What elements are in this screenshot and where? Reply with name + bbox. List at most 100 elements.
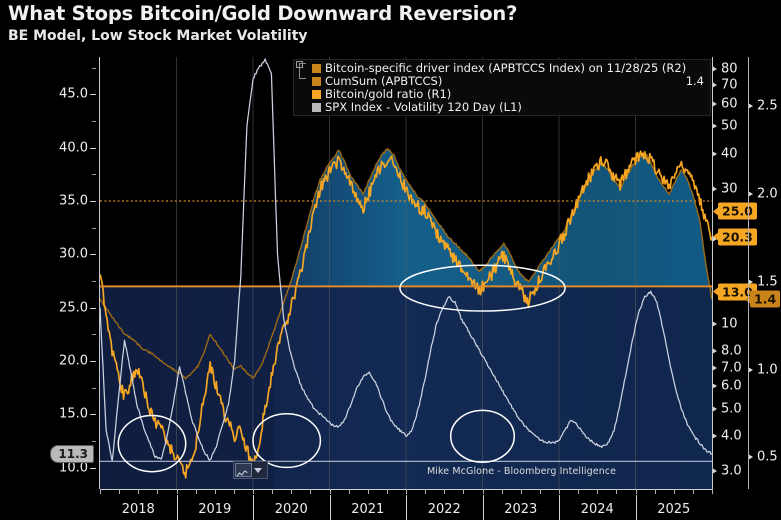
axis-bottom-tick [712, 489, 713, 494]
axis-bottom-tick [272, 489, 274, 494]
axis-r1-tick-arrow [712, 82, 717, 89]
axis-left-tick-label: 25.0 [59, 300, 88, 316]
axis-r2-tick-arrow [748, 190, 753, 197]
legend-group-bracket-icon [299, 63, 306, 79]
legend-swatch-cumsum [312, 77, 321, 86]
legend-label: Bitcoin/gold ratio (R1) [325, 87, 452, 101]
axis-left-tick-mark [90, 201, 96, 202]
chart-legend[interactable]: Bitcoin-specific driver index (APBTCCS I… [293, 59, 711, 116]
axis-bottom-tick [578, 489, 580, 494]
axis-bottom-year-label: 2018 [121, 502, 155, 517]
axis-r1-tick-label: 7.0 [721, 360, 742, 375]
axis-r2-tick-arrow [748, 366, 753, 373]
page-title: What Stops Bitcoin/Gold Downward Reversi… [8, 2, 518, 25]
axis-left-tick-label: 45.0 [59, 86, 88, 102]
annotation-ellipse-vol-low-2019 [252, 413, 322, 469]
axis-bottom-separator [176, 495, 178, 520]
axis-left-tick-mark [90, 307, 96, 309]
axis-r1-tick-arrow [712, 348, 717, 355]
axis-bottom-tick [348, 489, 350, 494]
legend-row[interactable]: CumSum (APBTCCS) 1.4 [298, 74, 706, 88]
chevron-down-icon[interactable] [254, 467, 262, 473]
axis-left-minor-tick [92, 174, 96, 176]
axis-bottom-tick [501, 489, 503, 494]
axis-bottom[interactable]: 2018 2019 2020 2021 2022 2023 2024 2025 [100, 489, 713, 520]
legend-value: 1.4 [685, 74, 704, 88]
axis-bottom-separator [635, 495, 637, 520]
axis-r1-tick-arrow [712, 468, 717, 475]
axis-bottom-tick [386, 489, 388, 494]
legend-row[interactable]: Bitcoin/gold ratio (R1) [298, 87, 706, 101]
axis-r1-tick-arrow [712, 405, 717, 412]
axis-r1-tick-arrow [712, 383, 717, 390]
axis-bottom-tick [195, 489, 197, 494]
axis-r2-tick-arrow [748, 103, 753, 110]
axis-bottom-tick [329, 489, 331, 494]
axis-bottom-tick [425, 489, 427, 494]
axis-r1-tick-arrow [712, 100, 717, 107]
axis-left-tick-label: 20.0 [59, 353, 88, 369]
legend-label: Bitcoin-specific driver index (APBTCCS I… [325, 61, 687, 75]
axis-bottom-tick [157, 489, 159, 494]
axis-bottom-tick [539, 489, 541, 494]
annotation-ellipse-vol-low-2018 [117, 414, 187, 473]
axis-left-tick-mark [90, 467, 96, 469]
legend-label: SPX Index - Volatility 120 Day (L1) [325, 100, 522, 114]
axis-r1-tick-label: 50 [721, 118, 738, 134]
axis-bottom-tick [635, 489, 637, 494]
axis-left-current-value-badge: 11.3 [50, 444, 94, 463]
axis-left-tick-label: 10.0 [59, 460, 88, 476]
axis-bottom-separator [559, 495, 560, 520]
axis-r1-tick-label: 3.0 [721, 463, 742, 479]
axis-left-tick-label: 15.0 [59, 406, 88, 422]
axis-r2-tick-label: 2.5 [757, 98, 778, 114]
axis-r1-tick-label: 30 [721, 181, 738, 197]
axis-r2-tick-label: 2.0 [757, 186, 778, 202]
axis-bottom-tick [559, 489, 560, 494]
axis-r1-spine [712, 57, 713, 489]
axis-bottom-tick [692, 489, 694, 494]
axis-r1-tick-label: 4.0 [721, 428, 742, 444]
axis-bottom-tick [463, 489, 465, 494]
axis-left[interactable]: 45.0 40.0 35.0 30.0 25.0 20.0 15.0 10.0 11.3 [0, 57, 100, 489]
axis-bottom-year-label: 2020 [274, 502, 308, 517]
axis-r1-tick-label: 8.0 [721, 343, 742, 359]
axis-r2-tick-arrow [748, 454, 753, 461]
axis-left-tick-mark [90, 361, 96, 362]
axis-bottom-tick [100, 489, 101, 494]
chart-type-selector[interactable] [233, 461, 268, 479]
axis-r1-tick-arrow [712, 65, 717, 72]
axis-bottom-tick [597, 489, 599, 494]
axis-r1-value-badge: 20.3 [713, 228, 757, 246]
axis-r1-tick-arrow [712, 123, 717, 130]
axis-r1-tick-label: 5.0 [721, 401, 742, 417]
axis-left-tick-label: 35.0 [59, 193, 88, 209]
axis-r1-value-badge: 25.0 [713, 202, 757, 220]
axis-r2-tick-arrow [748, 278, 753, 285]
axis-bottom-year-label: 2025 [657, 502, 691, 517]
axis-bottom-tick [138, 489, 140, 494]
line-chart-icon [235, 463, 252, 477]
plot-canvas [100, 57, 712, 489]
axis-right-2[interactable]: 2.5 2.0 1.5 1.0 0.5 1.4 [745, 57, 781, 489]
axis-right-1[interactable]: 80706050403020108.07.06.05.04.03.025.020… [712, 57, 757, 489]
legend-row[interactable]: Bitcoin-specific driver index (APBTCCS I… [298, 61, 706, 75]
attribution-text: Mike McGlone - Bloomberg Intelligence [427, 466, 617, 477]
axis-r1-tick-label: 40 [721, 146, 738, 162]
axis-bottom-separator [253, 495, 254, 520]
legend-row[interactable]: SPX Index - Volatility 120 Day (L1) [298, 100, 706, 114]
axis-left-minor-tick [92, 334, 96, 336]
axis-r2-tick-label: 0.5 [757, 449, 778, 465]
axis-bottom-tick [444, 489, 446, 494]
axis-bottom-tick [214, 489, 216, 494]
axis-bottom-year-label: 2022 [427, 502, 461, 517]
axis-left-spine [99, 57, 100, 489]
axis-r1-tick-label: 70 [721, 77, 738, 93]
axis-left-minor-tick [92, 441, 96, 442]
pre-2020-black-mask [100, 57, 275, 287]
axis-left-minor-tick [92, 121, 96, 122]
axis-left-tick-label: 40.0 [59, 140, 88, 156]
plot-area[interactable] [100, 57, 712, 489]
spx-volatility-line [100, 58, 712, 462]
